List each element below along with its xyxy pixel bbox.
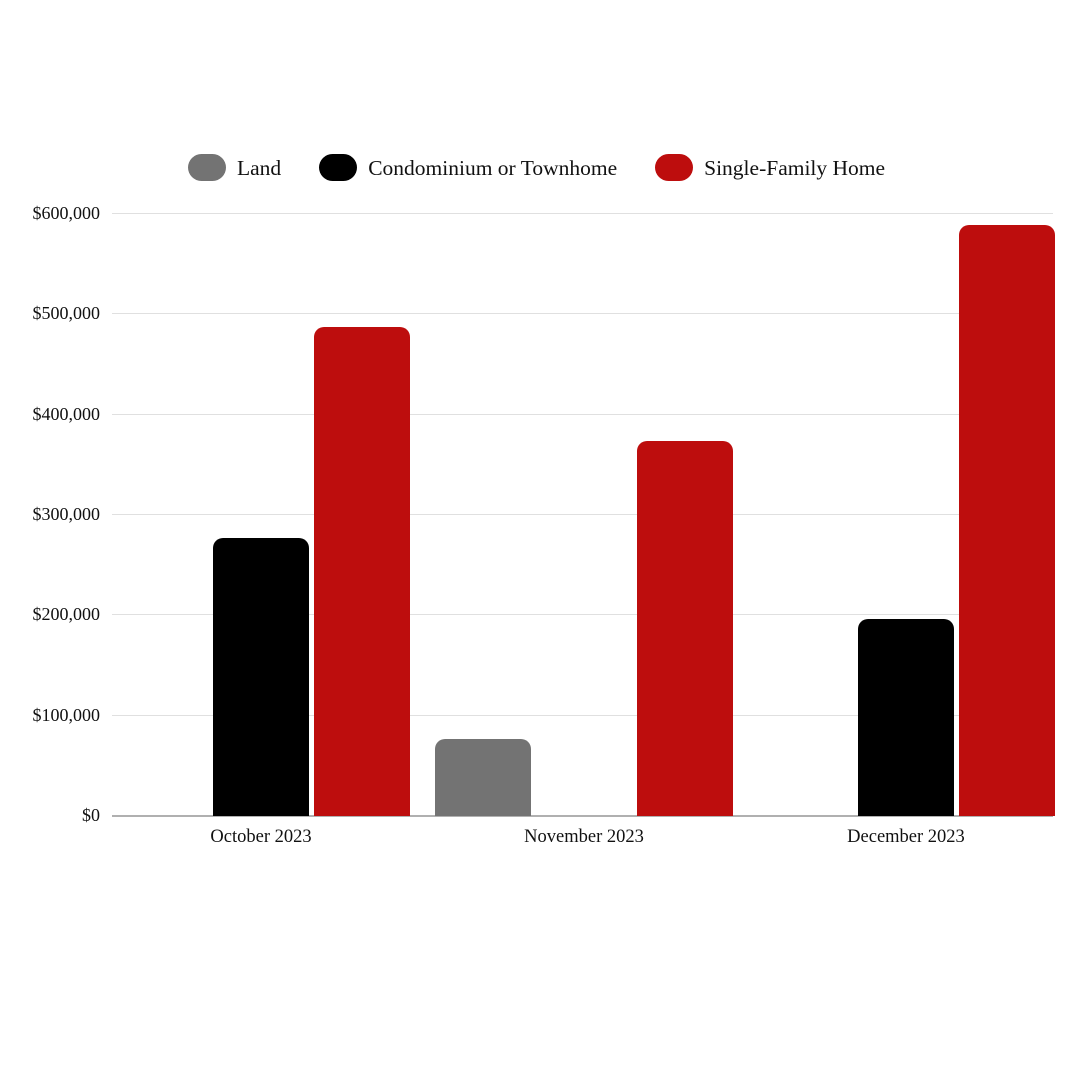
bar-land-november-2023 [435, 739, 531, 816]
y-tick-label-0: $0 [82, 805, 100, 825]
legend-item-single-family-home: Single-Family Home [655, 154, 885, 181]
gridline-500000 [112, 313, 1053, 314]
x-axis-line [112, 815, 1053, 817]
gridline-100000 [112, 715, 1053, 716]
bar-single-family-home-october-2023 [314, 327, 410, 816]
y-tick-label-500000: $500,000 [32, 303, 101, 323]
y-tick-label-400000: $400,000 [32, 404, 101, 424]
gridline-300000 [112, 514, 1053, 515]
bar-condominium-or-townhome-december-2023 [858, 619, 954, 816]
legend-item-land: Land [188, 154, 281, 181]
chart-legend: Land Condominium or Townhome Single-Family… [188, 153, 885, 182]
x-axis-label-october-2023: October 2023 [210, 827, 312, 847]
legend-swatch-icon-single-family-home [655, 154, 694, 181]
y-tick-label-100000: $100,000 [32, 705, 101, 725]
x-axis-label-november-2023: November 2023 [524, 827, 644, 847]
y-tick-label-200000: $200,000 [32, 604, 101, 624]
y-tick-label-300000: $300,000 [32, 504, 101, 524]
bar-single-family-home-november-2023 [637, 441, 733, 816]
legend-swatch-icon-land [188, 154, 226, 181]
legend-label-single-family-home: Single-Family Home [704, 155, 886, 180]
legend-swatch-icon-condominium-or-townhome [319, 154, 358, 181]
bar-condominium-or-townhome-october-2023 [213, 538, 309, 816]
bar-single-family-home-december-2023 [959, 225, 1055, 816]
legend-label-land: Land [237, 155, 282, 180]
legend-label-condominium-or-townhome: Condominium or Townhome [368, 155, 618, 180]
legend-item-condominium-or-townhome: Condominium or Townhome [319, 154, 617, 181]
gridline-400000 [112, 414, 1053, 415]
gridline-200000 [112, 614, 1053, 615]
gridline-600000 [112, 213, 1053, 214]
y-tick-label-600000: $600,000 [32, 203, 101, 223]
x-axis-label-december-2023: December 2023 [847, 827, 965, 847]
